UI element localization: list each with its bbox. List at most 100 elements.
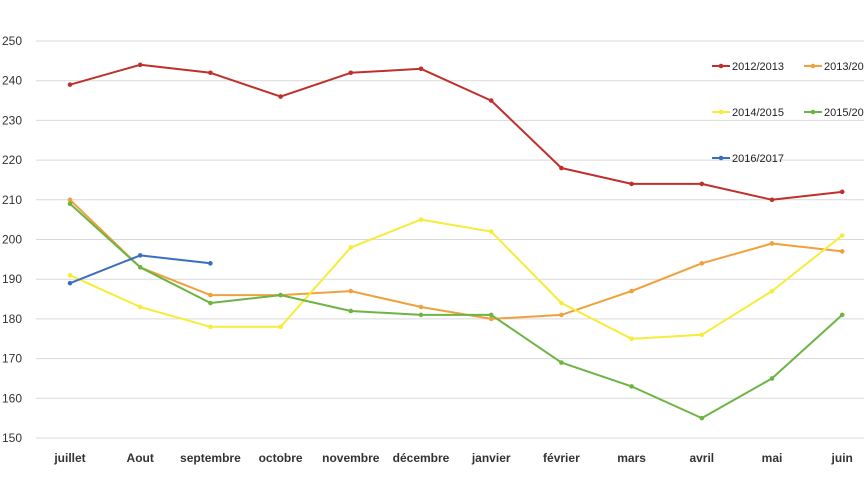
data-point (839, 312, 845, 318)
series-2016/2017 (67, 253, 213, 286)
x-tick-label: décembre (393, 451, 450, 465)
data-point (208, 292, 213, 298)
data-point (839, 233, 845, 238)
y-tick-label: 170 (2, 352, 22, 366)
data-point (208, 324, 213, 330)
legend-label: 2016/2017 (732, 153, 784, 165)
data-point (488, 316, 494, 322)
data-point (769, 197, 775, 203)
y-tick-label: 200 (2, 233, 22, 247)
y-tick-label: 160 (2, 391, 22, 405)
x-tick-label: janvier (471, 451, 511, 465)
data-point (629, 384, 634, 389)
data-point (137, 264, 143, 270)
legend-item: 2016/2017 (712, 153, 784, 165)
y-tick-label: 190 (2, 272, 22, 286)
data-point (208, 261, 213, 266)
data-point (418, 217, 424, 222)
data-point (629, 181, 634, 187)
data-point (418, 312, 424, 318)
y-axis-tick-labels: 150 160 170 180 190 200 210 220 230 240 250 (2, 34, 22, 445)
y-tick-label: 240 (2, 74, 22, 88)
data-point (629, 336, 634, 342)
series-line (69, 202, 844, 420)
x-axis-tick-labels: juillet Aout septembre octobre novembre décem… (53, 451, 853, 465)
x-tick-label: Aout (127, 451, 154, 465)
data-point (418, 304, 424, 310)
data-point (559, 360, 564, 365)
series-line (69, 218, 844, 340)
x-tick-label: avril (689, 451, 714, 465)
data-point (208, 70, 213, 76)
series-2015/2016 (67, 201, 845, 421)
x-tick-label: juin (831, 451, 853, 465)
legend-marker (718, 109, 724, 115)
data-point (488, 98, 494, 103)
x-tick-label: novembre (322, 451, 380, 465)
data-point (67, 197, 73, 203)
x-tick-label: mai (762, 451, 783, 465)
x-tick-label: février (543, 451, 580, 465)
data-point (348, 288, 354, 294)
legend-item: 2013/2014 (804, 61, 864, 73)
data-point (629, 288, 634, 294)
y-tick-label: 230 (2, 113, 22, 127)
data-point (559, 300, 564, 306)
legend-marker (718, 63, 724, 69)
data-point (208, 300, 213, 306)
legend-item: 2014/2015 (712, 107, 784, 119)
x-tick-label: octobre (259, 451, 303, 465)
data-point (488, 229, 494, 234)
data-point (67, 272, 73, 278)
data-point (278, 324, 283, 330)
legend-item: 2015/2016 (804, 107, 864, 119)
x-tick-label: juillet (53, 451, 85, 465)
data-point (137, 304, 143, 310)
series-line (69, 63, 844, 201)
data-point (67, 280, 73, 286)
data-point (418, 66, 424, 72)
data-point (488, 312, 494, 318)
data-point (699, 181, 705, 187)
legend-marker (810, 109, 816, 115)
data-point (699, 415, 705, 421)
gridlines (36, 40, 864, 439)
y-tick-label: 220 (2, 153, 22, 167)
legend-label: 2013/2014 (824, 61, 864, 73)
data-point (278, 94, 283, 99)
data-point (559, 312, 564, 318)
data-point (348, 245, 354, 250)
data-point (348, 70, 354, 76)
legend: 2012/2013 2013/2014 2014/2015 2015/2016 2016… (712, 61, 864, 165)
legend-item: 2012/2013 (712, 61, 784, 73)
data-point (348, 308, 354, 314)
legend-label: 2014/2015 (732, 107, 784, 119)
x-tick-label: septembre (180, 451, 241, 465)
data-point (699, 332, 705, 338)
y-tick-label: 150 (2, 431, 22, 445)
series-2012/2013 (67, 62, 845, 203)
data-point (769, 376, 775, 381)
y-tick-label: 180 (2, 312, 22, 326)
y-tick-label: 210 (2, 193, 22, 207)
series-2014/2015 (67, 217, 845, 342)
data-point (769, 241, 775, 246)
legend-marker (718, 155, 724, 161)
series-lines (67, 62, 845, 421)
legend-label: 2015/2016 (824, 107, 864, 119)
y-tick-label: 250 (2, 34, 22, 48)
legend-label: 2012/2013 (732, 61, 784, 73)
data-point (278, 292, 283, 298)
data-point (137, 253, 143, 258)
data-point (839, 189, 845, 195)
legend-marker (810, 63, 816, 69)
data-point (67, 82, 73, 87)
data-point (67, 201, 73, 207)
series-line (69, 198, 844, 320)
data-point (137, 62, 143, 68)
data-point (699, 261, 705, 266)
data-point (559, 165, 564, 171)
x-tick-label: mars (617, 451, 646, 465)
data-point (769, 288, 775, 294)
